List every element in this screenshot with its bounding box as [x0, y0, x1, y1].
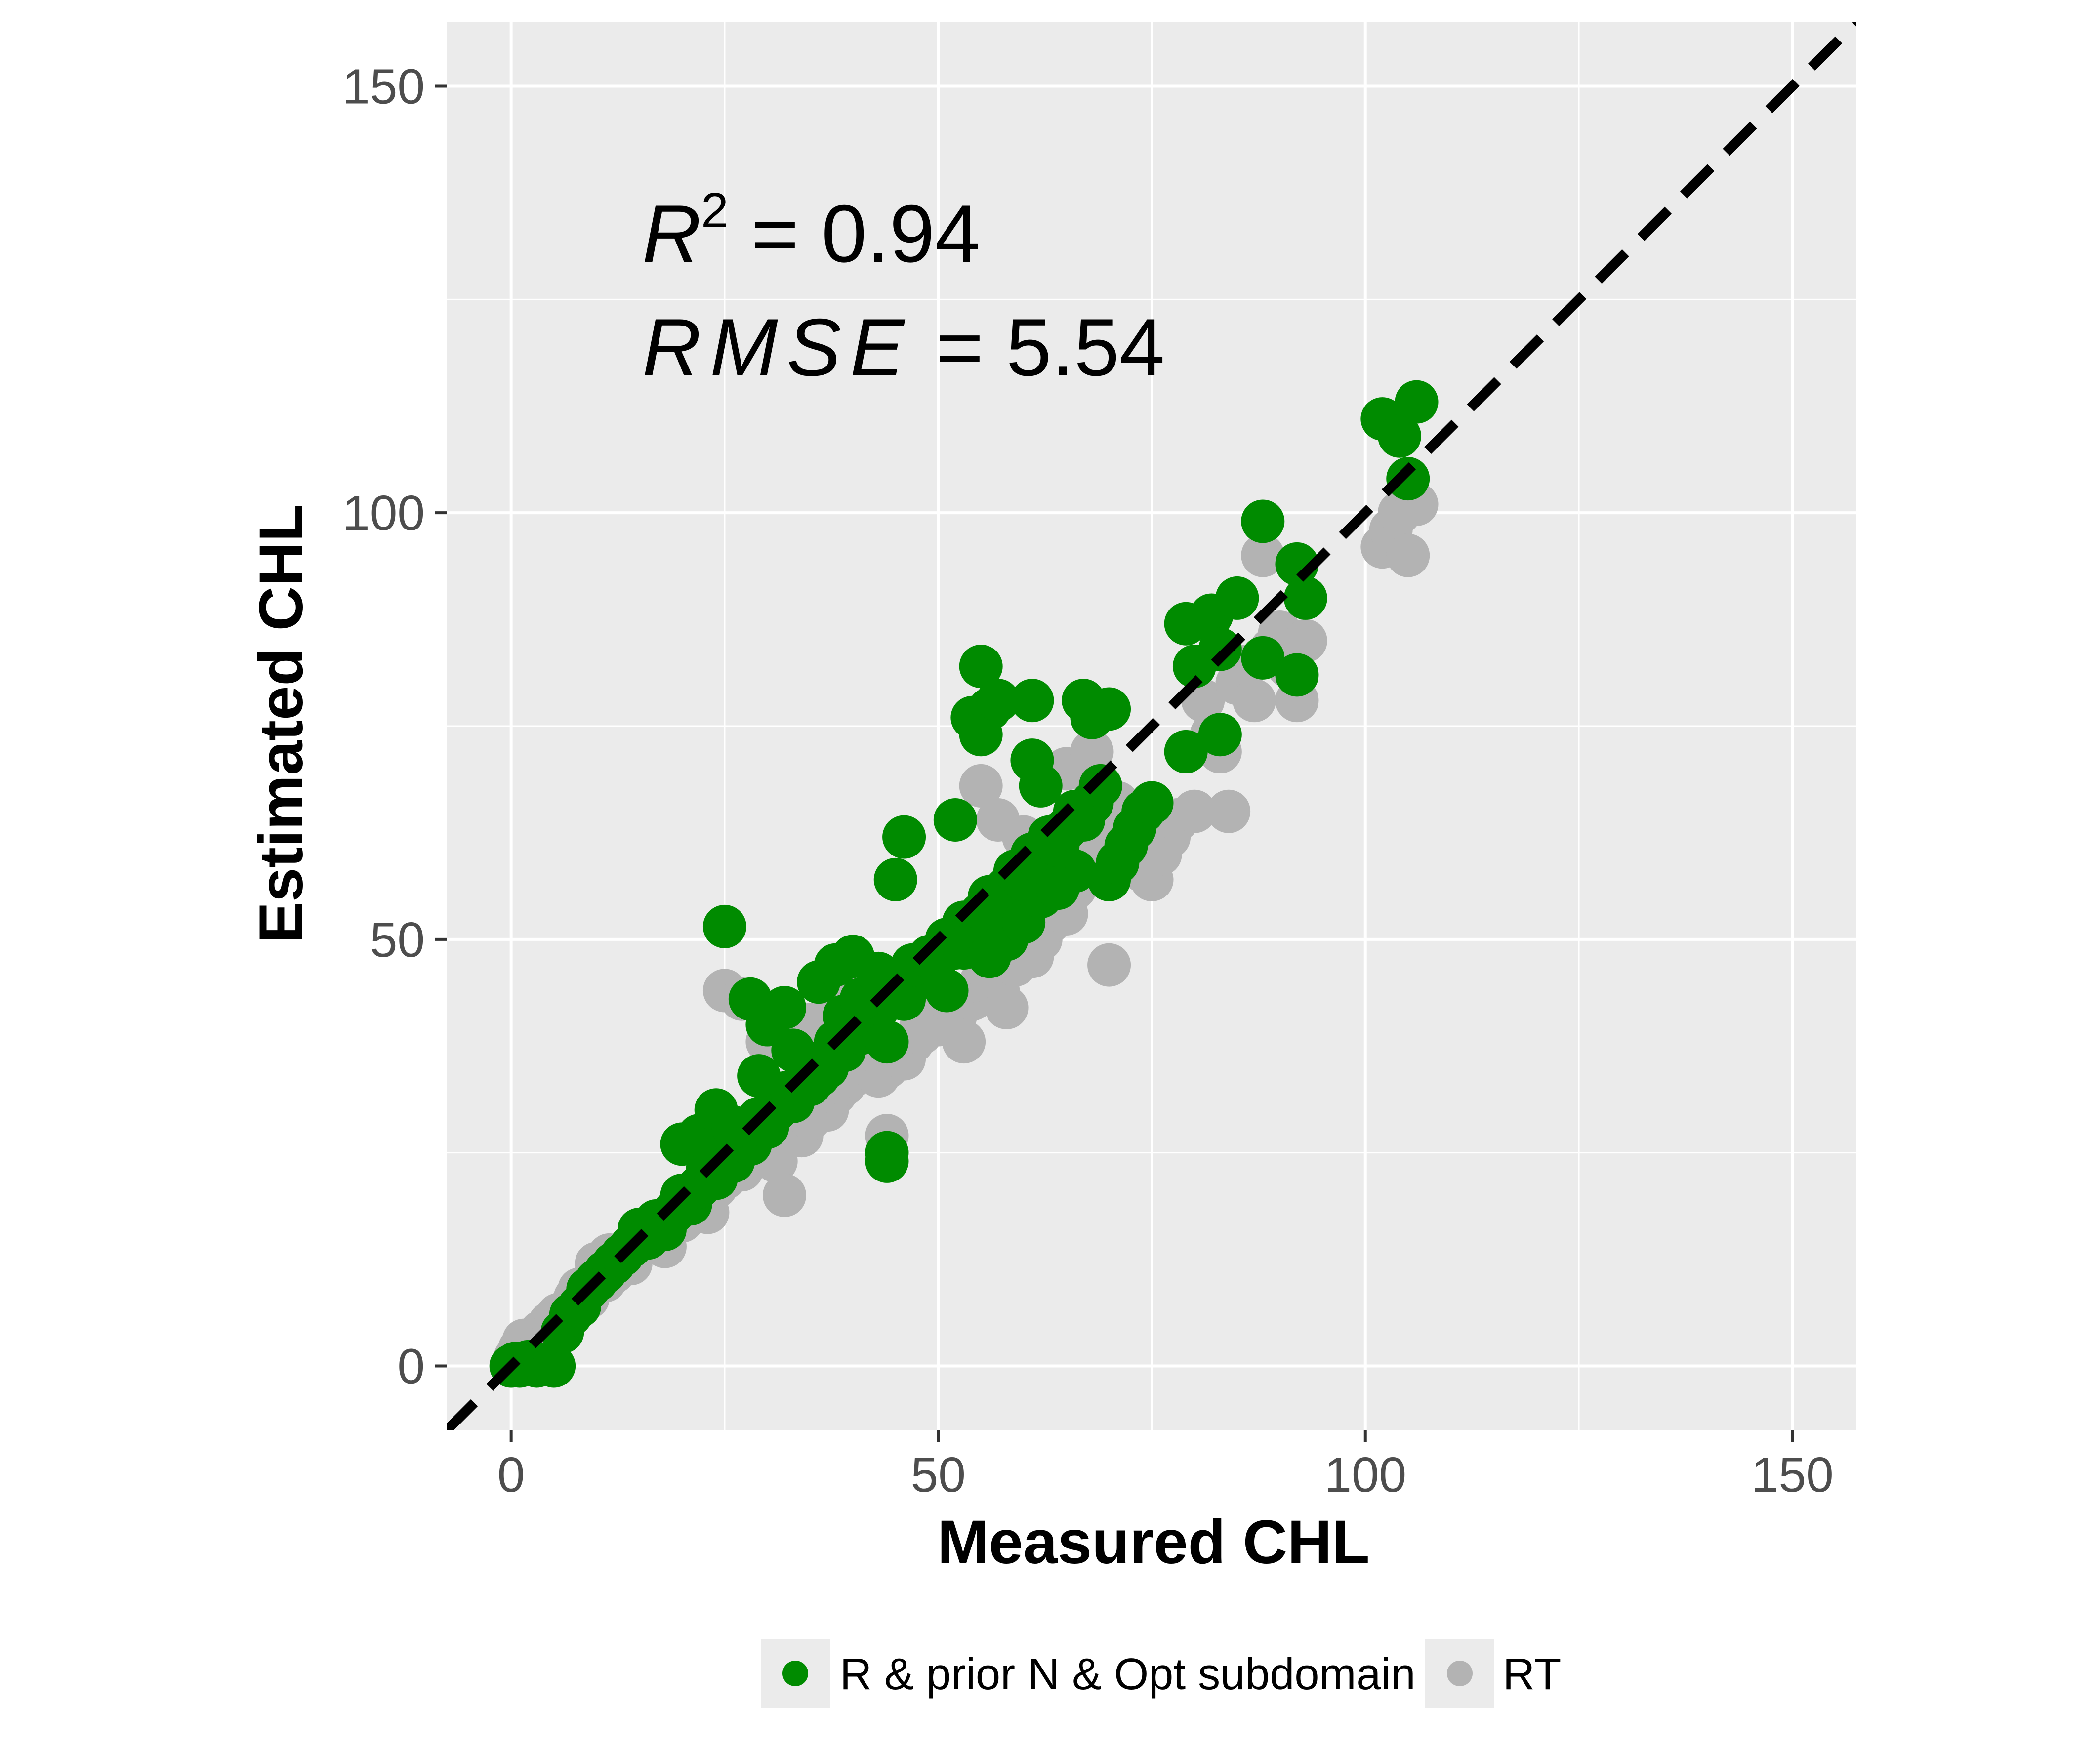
data-point: [771, 1028, 815, 1072]
data-point: [882, 815, 926, 859]
x-tick-label: 100: [1324, 1447, 1406, 1503]
data-point: [933, 798, 977, 842]
data-point: [942, 1020, 986, 1064]
data-point: [1241, 636, 1285, 680]
data-point: [925, 969, 969, 1013]
y-tick-label: 100: [342, 486, 425, 541]
data-point: [762, 1174, 806, 1217]
data-point: [985, 986, 1029, 1029]
y-tick-label: 150: [342, 59, 425, 115]
data-point: [959, 764, 1003, 808]
x-tick-label: 150: [1751, 1447, 1834, 1503]
data-point: [532, 1344, 576, 1388]
y-tick-label: 50: [370, 912, 425, 968]
data-point: [1010, 679, 1054, 723]
data-point: [959, 713, 1003, 757]
data-point: [1386, 533, 1430, 577]
data-point: [1241, 533, 1285, 577]
data-point: [1283, 619, 1327, 663]
legend-key-green: [782, 1661, 808, 1686]
axes: 0 0 50 50 100 100 150 150: [342, 59, 1834, 1503]
data-point: [702, 904, 746, 948]
y-tick-label: 0: [397, 1339, 425, 1394]
data-point: [1198, 713, 1242, 757]
x-tick-label: 50: [911, 1447, 966, 1503]
data-point: [959, 645, 1003, 689]
data-point: [1078, 764, 1122, 808]
rmse-annotation: RMSE = 5.54: [642, 302, 1165, 393]
data-point: [805, 1045, 849, 1089]
data-point: [1215, 576, 1259, 620]
data-point: [1232, 679, 1276, 723]
data-point: [1207, 789, 1251, 833]
data-point: [1395, 380, 1439, 424]
data-point: [762, 986, 806, 1029]
data-point: [711, 1105, 755, 1149]
data-point: [1241, 499, 1285, 543]
legend-label-grey: RT: [1503, 1650, 1561, 1699]
data-point: [865, 1139, 909, 1183]
one-to-one-dashed-line: [447, 22, 1856, 1430]
data-point: [899, 1011, 943, 1055]
data-point: [1130, 781, 1174, 825]
data-point: [1377, 414, 1421, 458]
data-point: [1172, 789, 1216, 833]
data-point: [1019, 764, 1063, 808]
data-point: [1198, 627, 1242, 671]
data-point: [1283, 576, 1327, 620]
data-point: [873, 857, 917, 901]
legend-label-green: R & prior N & Opt subdomain: [840, 1650, 1415, 1699]
data-point: [1087, 687, 1131, 731]
legend: R & prior N & Opt subdomain RT: [761, 1639, 1561, 1708]
r-squared-annotation: R2 = 0.94: [642, 183, 980, 279]
x-tick-label: 0: [497, 1447, 525, 1503]
grid-lines: [447, 22, 1856, 1430]
data-point: [1386, 457, 1430, 501]
data-point: [865, 1020, 909, 1064]
y-axis-title: Estimated CHL: [247, 504, 316, 943]
data-point: [1070, 730, 1114, 773]
data-point: [907, 935, 951, 978]
legend-key-grey: [1447, 1661, 1473, 1686]
data-point: [1275, 653, 1319, 697]
x-axis-title: Measured CHL: [937, 1508, 1369, 1577]
data-point: [1036, 866, 1080, 910]
data-point: [976, 679, 1020, 723]
data-point: [737, 1054, 781, 1098]
data-point: [1087, 943, 1131, 987]
data-point: [1164, 730, 1208, 773]
